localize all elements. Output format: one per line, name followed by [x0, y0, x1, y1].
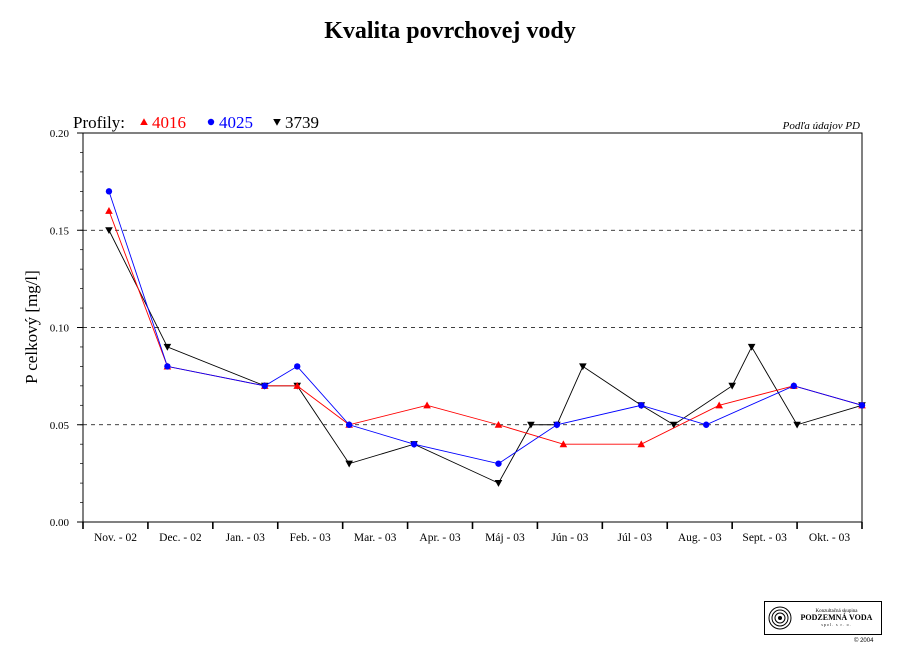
data-point-marker	[345, 460, 353, 468]
y-axis-label: P celkový [mg/l]	[22, 270, 41, 384]
logo-company-form: spol. s r. o.	[821, 621, 852, 627]
series-3739	[105, 227, 866, 487]
data-point-marker	[105, 207, 113, 214]
x-tick-label: Jan. - 03	[226, 532, 266, 544]
gridlines	[83, 229, 862, 426]
chart-title: Kvalita povrchovej vody	[324, 18, 576, 44]
legend: Profily: 4016 4025 3739	[73, 113, 319, 132]
logo-spiral-icon	[768, 606, 792, 630]
data-point-marker	[559, 440, 568, 448]
x-tick-label: Feb. - 03	[290, 532, 331, 544]
legend-label: 4025	[219, 113, 253, 132]
data-point-marker	[293, 382, 302, 389]
legend-marker	[273, 118, 281, 126]
data-point-marker	[410, 441, 418, 448]
series-line	[108, 191, 863, 465]
legend-label: 4016	[152, 113, 186, 132]
series-line	[108, 230, 863, 484]
data-point-marker	[164, 363, 171, 370]
series-4025	[105, 188, 866, 467]
data-point-marker	[494, 480, 503, 487]
data-point-marker	[345, 421, 353, 428]
legend-label: 3739	[285, 113, 319, 132]
data-point-marker	[728, 382, 736, 390]
data-point-marker	[105, 227, 113, 235]
data-point-marker	[790, 382, 798, 390]
data-point-marker	[858, 402, 866, 409]
legend-item-3739: 3739	[273, 113, 319, 132]
y-axis-ticks: 0.00 0.05 0.10 0.15 0.20	[50, 128, 83, 529]
data-point-marker	[553, 421, 561, 428]
y-tick-label: 0.00	[50, 517, 70, 529]
data-point-marker	[495, 460, 502, 467]
x-tick-label: Sept. - 03	[742, 532, 787, 544]
x-tick-label: Aug. - 03	[678, 532, 722, 544]
legend-marker	[140, 118, 148, 126]
data-series	[105, 188, 866, 487]
data-point-marker	[638, 402, 645, 409]
data-point-marker	[637, 440, 646, 448]
x-tick-label: Okt. - 03	[809, 532, 850, 544]
legend-item-4016: 4016	[140, 113, 186, 132]
data-point-marker	[105, 188, 113, 195]
y-tick-label: 0.10	[50, 323, 70, 335]
x-tick-label: Júl - 03	[618, 532, 653, 544]
x-tick-label: Mar. - 03	[354, 532, 397, 544]
data-point-marker	[423, 401, 431, 409]
x-tick-label: Máj - 03	[485, 532, 525, 544]
plot-frame	[82, 132, 863, 523]
data-point-marker	[527, 421, 535, 429]
y-tick-label: 0.15	[50, 225, 70, 237]
data-point-marker	[261, 382, 268, 390]
legend-title: Profily:	[73, 113, 125, 132]
line-chart: 0.00 0.05 0.10 0.15 0.20 Nov. - 02 Dec. - 02 J…	[22, 113, 866, 544]
data-point-marker	[715, 401, 723, 409]
logo-name: PODZEMNÁ VODA	[800, 613, 873, 623]
x-tick-label: Jún - 03	[551, 532, 588, 544]
y-tick-label: 0.05	[50, 420, 70, 432]
legend-marker	[207, 118, 215, 126]
data-point-marker	[703, 421, 710, 428]
x-tick-label: Dec. - 02	[159, 532, 202, 544]
data-point-marker	[747, 343, 756, 351]
x-axis-ticks: Nov. - 02 Dec. - 02 Jan. - 03 Feb. - 03 Mar.…	[82, 522, 863, 544]
copyright-note: © 2004	[854, 638, 874, 644]
data-point-marker	[579, 363, 587, 371]
x-tick-label: Nov. - 02	[94, 532, 137, 544]
data-point-marker	[163, 343, 172, 351]
series-4016	[105, 207, 866, 448]
data-point-marker	[669, 421, 678, 429]
legend-item-4025: 4025	[207, 113, 253, 132]
source-note: Podľa údajov PD	[782, 120, 860, 132]
data-point-marker	[494, 420, 503, 428]
company-logo: Konzultačná skupina PODZEMNÁ VODA spol. …	[764, 601, 882, 635]
data-point-marker	[294, 363, 301, 370]
data-point-marker	[793, 421, 801, 429]
logo-subtitle: Konzultačná skupina	[815, 609, 858, 615]
x-tick-label: Apr. - 03	[419, 532, 460, 544]
y-tick-label: 0.20	[50, 128, 70, 140]
